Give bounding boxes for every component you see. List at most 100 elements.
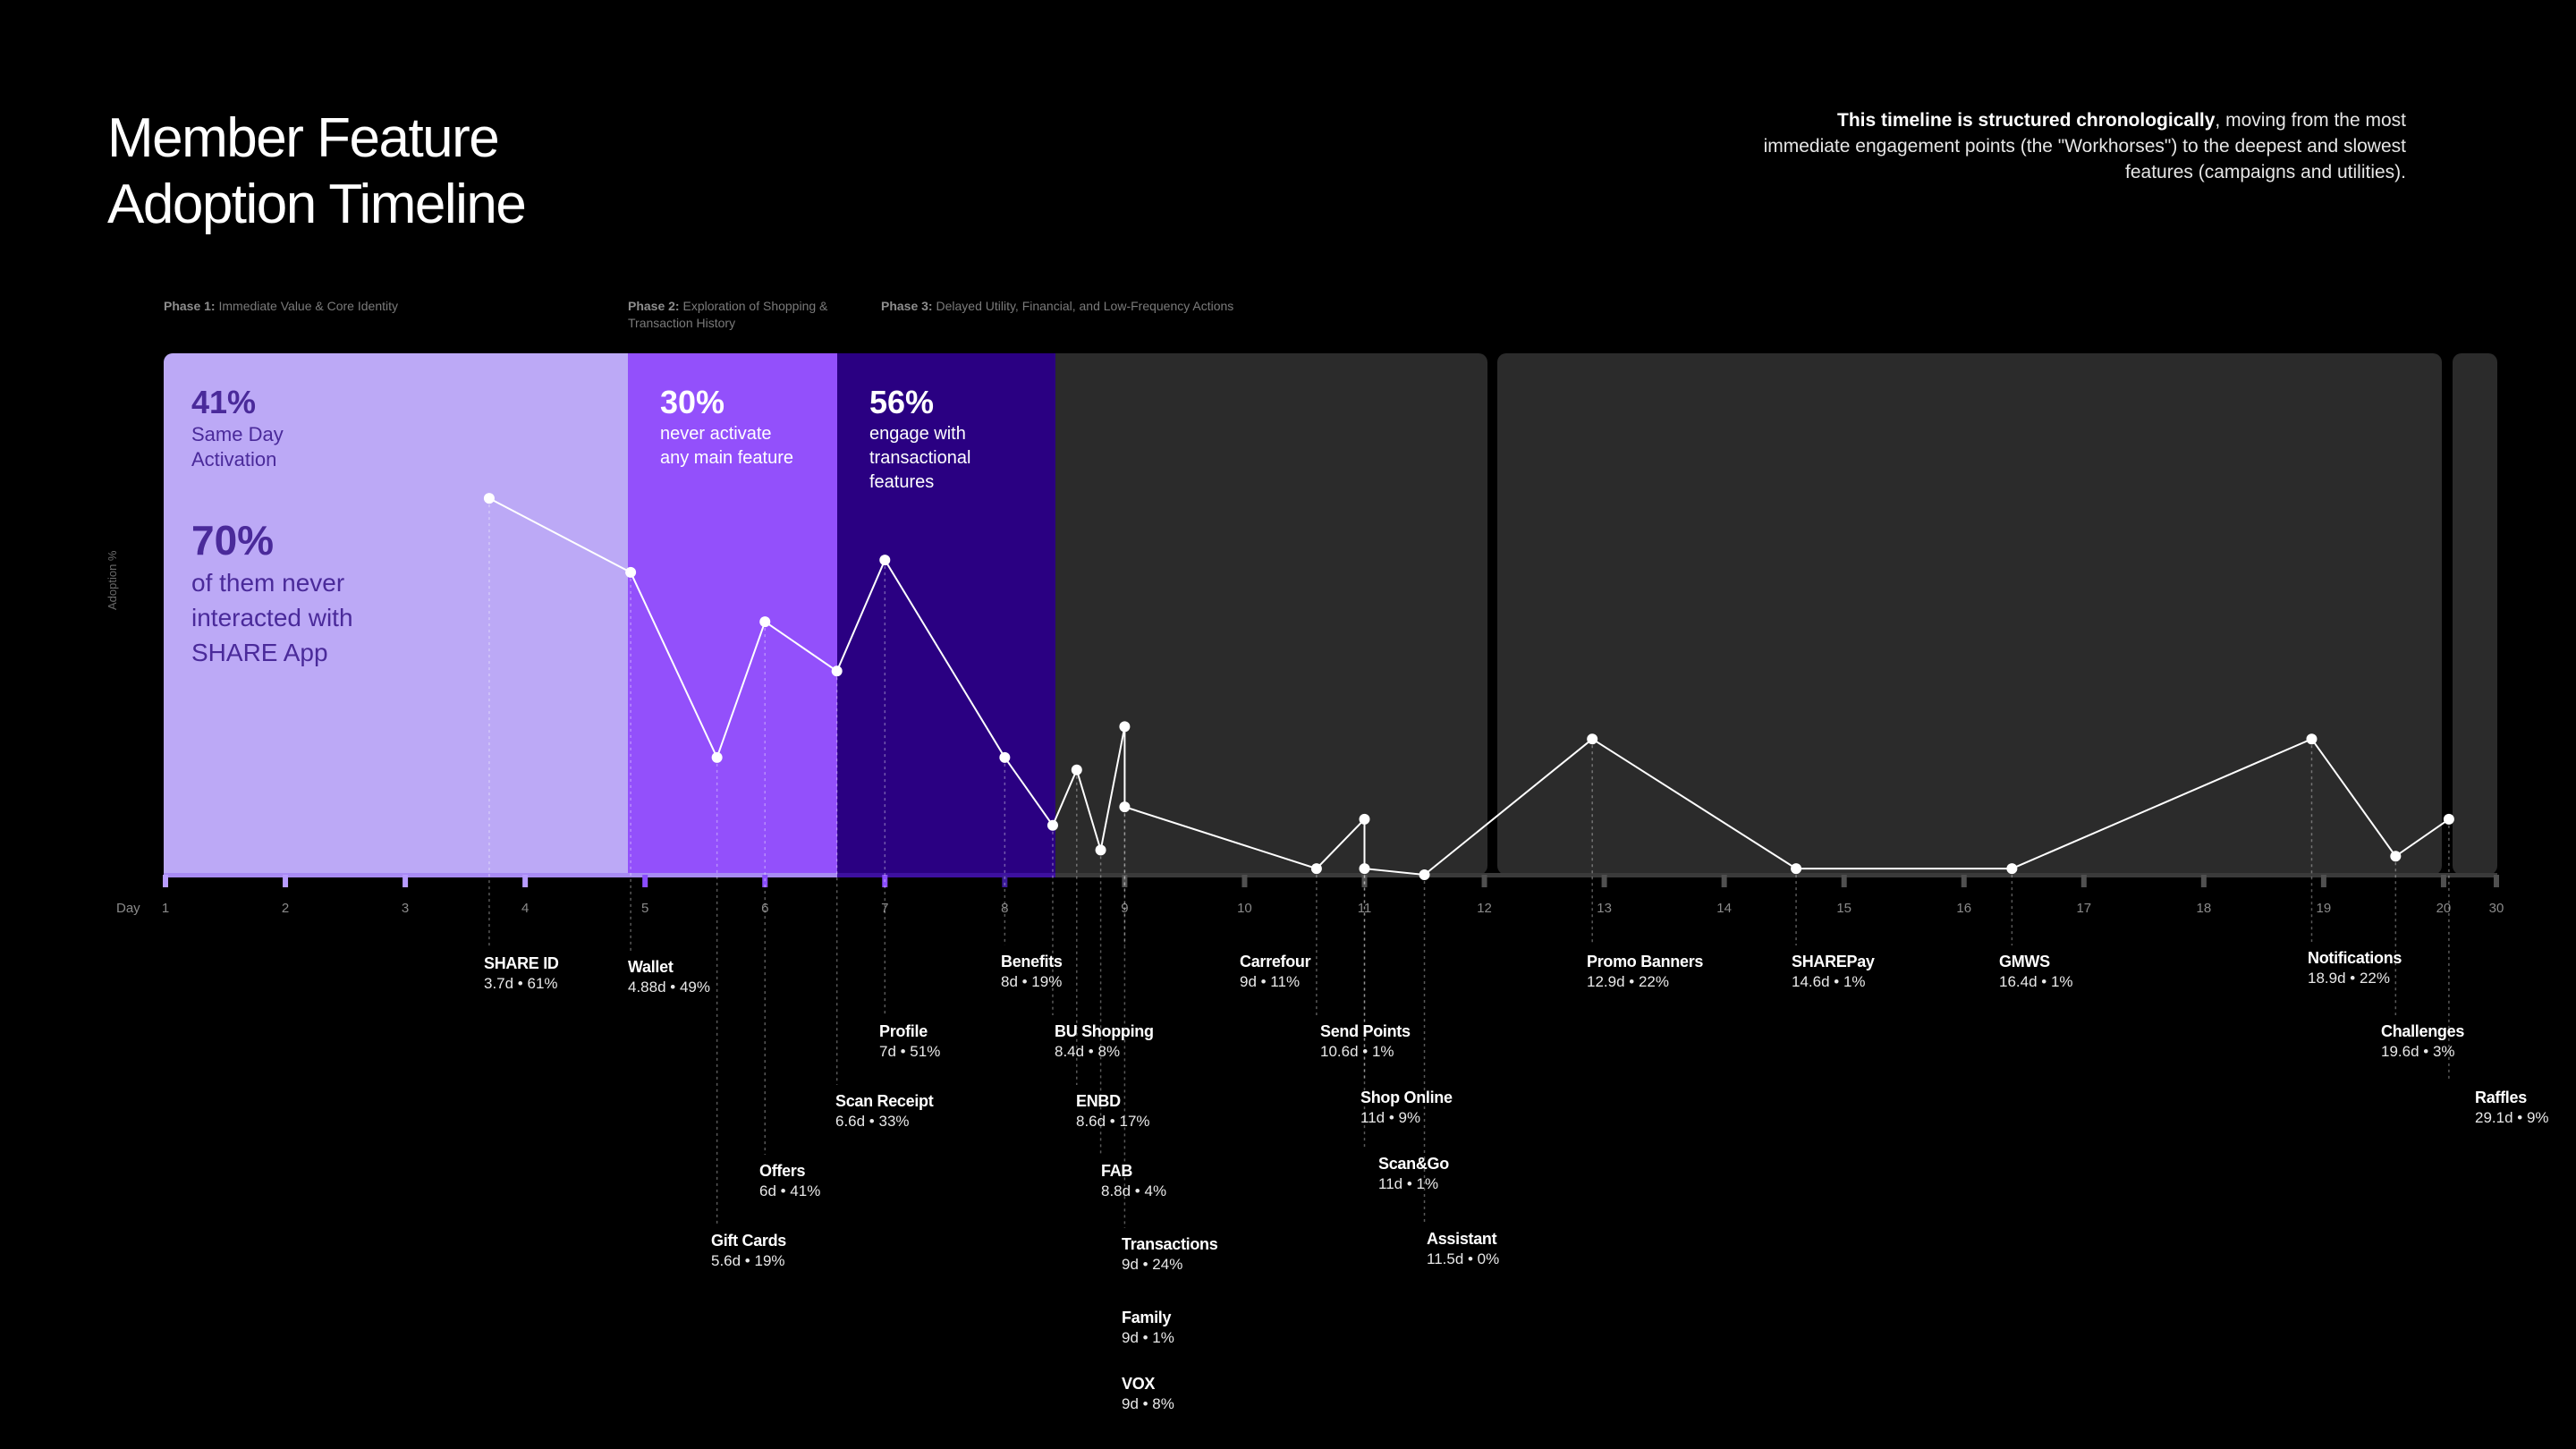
data-point-enbd bbox=[1071, 764, 1082, 775]
feature-value-shop-online: 11d • 9% bbox=[1360, 1109, 1420, 1126]
feature-name-gmws: GMWS bbox=[1999, 953, 2050, 970]
feature-name-share-id: SHARE ID bbox=[484, 954, 559, 972]
phase-2-pct: 30% bbox=[660, 384, 725, 420]
data-point-benefits bbox=[999, 751, 1011, 763]
data-point-scan-go bbox=[1359, 863, 1370, 875]
x-tick-label-2: 2 bbox=[282, 901, 289, 916]
x-tick-7 bbox=[882, 875, 888, 887]
x-tick-8 bbox=[1002, 875, 1008, 887]
phase-3-desc-text: engage with transactional features bbox=[869, 424, 971, 492]
phase-2-stat: 30% never activate any main feature bbox=[660, 383, 793, 470]
feature-value-scan-go: 11d • 1% bbox=[1378, 1175, 1438, 1192]
feature-value-vox: 9d • 8% bbox=[1122, 1395, 1174, 1412]
feature-name-profile: Profile bbox=[879, 1022, 928, 1040]
x-tick-label-13: 13 bbox=[1597, 901, 1612, 916]
x-tick-12 bbox=[1481, 875, 1487, 887]
feature-value-raffles: 29.1d • 9% bbox=[2475, 1109, 2549, 1126]
data-point-scan-receipt bbox=[831, 665, 843, 677]
feature-name-carrefour: Carrefour bbox=[1240, 953, 1311, 970]
feature-label-gift-cards: Gift Cards 5.6d • 19% bbox=[711, 1232, 787, 1269]
x-tick-15 bbox=[1841, 875, 1847, 887]
phase-1-desc: Immediate Value & Core Identity bbox=[218, 299, 398, 313]
phase-1-label: Phase 1: Immediate Value & Core Identity bbox=[164, 298, 486, 315]
data-point-bu-shopping bbox=[1046, 819, 1058, 831]
phase-2-band bbox=[628, 353, 837, 875]
feature-value-sharepay: 14.6d • 1% bbox=[1792, 973, 1866, 990]
data-point-carrefour bbox=[1119, 801, 1131, 813]
feature-name-wallet: Wallet bbox=[628, 958, 674, 976]
feature-label-challenges: Challenges 19.6d • 3% bbox=[2381, 1022, 2465, 1060]
phase-1-pct: 41% bbox=[191, 384, 257, 420]
feature-label-profile: Profile 7d • 51% bbox=[879, 1022, 940, 1060]
feature-label-sharepay: SHAREPay 14.6d • 1% bbox=[1792, 953, 1875, 990]
x-axis-label: Day bbox=[116, 901, 140, 916]
x-tick-11 bbox=[1361, 875, 1368, 887]
feature-value-bu-shopping: 8.4d • 8% bbox=[1055, 1043, 1120, 1060]
feature-label-share-id: SHARE ID 3.7d • 61% bbox=[484, 954, 559, 992]
data-point-assistant bbox=[1419, 869, 1430, 880]
feature-value-transactions: 9d • 24% bbox=[1122, 1256, 1182, 1273]
x-tick-label-14: 14 bbox=[1716, 901, 1732, 916]
x-tick-label-1: 1 bbox=[162, 901, 169, 916]
feature-name-gift-cards: Gift Cards bbox=[711, 1232, 786, 1250]
feature-value-wallet: 4.88d • 49% bbox=[628, 979, 710, 996]
feature-value-benefits: 8d • 19% bbox=[1001, 973, 1062, 990]
feature-label-wallet: Wallet 4.88d • 49% bbox=[628, 958, 710, 996]
data-point-gift-cards bbox=[711, 751, 723, 763]
phase-1-big-desc: of them never interacted with SHARE App bbox=[191, 569, 353, 666]
intro-bold: This timeline is structured chronologica… bbox=[1837, 110, 2216, 131]
feature-name-assistant: Assistant bbox=[1427, 1230, 1497, 1248]
x-tick-4 bbox=[522, 875, 529, 887]
feature-value-profile: 7d • 51% bbox=[879, 1043, 940, 1060]
x-tick-19 bbox=[2320, 875, 2326, 887]
adoption-line bbox=[488, 497, 2450, 877]
feature-value-share-id: 3.7d • 61% bbox=[484, 975, 558, 992]
data-point-transactions bbox=[1119, 721, 1131, 733]
feature-name-scan-receipt: Scan Receipt bbox=[835, 1092, 934, 1110]
phase-3-desc: Delayed Utility, Financial, and Low-Freq… bbox=[936, 299, 1234, 313]
x-tick-label-7: 7 bbox=[881, 901, 888, 916]
title-line-1: Member Feature bbox=[107, 107, 500, 169]
data-point-promo-banners bbox=[1587, 733, 1598, 745]
phase-2-desc: Exploration of Shopping & Transaction Hi… bbox=[628, 299, 828, 330]
feature-label-gmws: GMWS 16.4d • 1% bbox=[1999, 953, 2073, 990]
phase-3-band bbox=[837, 353, 1055, 875]
feature-value-challenges: 19.6d • 3% bbox=[2381, 1043, 2455, 1060]
feature-value-notifications: 18.9d • 22% bbox=[2308, 970, 2390, 987]
feature-value-family: 9d • 1% bbox=[1122, 1329, 1174, 1346]
feature-label-shop-online: Shop Online 11d • 9% bbox=[1360, 1089, 1453, 1126]
feature-name-vox: VOX bbox=[1122, 1375, 1155, 1393]
feature-value-carrefour: 9d • 11% bbox=[1240, 973, 1300, 990]
feature-label-vox: VOX 9d • 8% bbox=[1122, 1375, 1174, 1412]
phase-3-title: Phase 3: bbox=[881, 299, 933, 313]
x-tick-6 bbox=[762, 875, 768, 887]
x-tick-18 bbox=[2200, 875, 2207, 887]
data-point-gmws bbox=[2006, 863, 2018, 875]
data-point-challenges bbox=[2390, 851, 2402, 862]
feature-label-raffles: Raffles 29.1d • 9% bbox=[2475, 1089, 2549, 1126]
x-tick-label-18: 18 bbox=[2197, 901, 2212, 916]
feature-name-notifications: Notifications bbox=[2308, 949, 2402, 967]
title-line-2: Adoption Timeline bbox=[107, 174, 527, 235]
feature-value-gmws: 16.4d • 1% bbox=[1999, 973, 2073, 990]
panel-day-30 bbox=[2453, 353, 2497, 875]
phase-2-title: Phase 2: bbox=[628, 299, 680, 313]
x-tick-3 bbox=[402, 875, 409, 887]
data-point-send-points bbox=[1310, 863, 1322, 875]
feature-name-fab: FAB bbox=[1101, 1162, 1132, 1180]
data-point-offers bbox=[759, 616, 771, 628]
data-point-profile bbox=[879, 555, 891, 566]
intro-text: This timeline is structured chronologica… bbox=[1762, 107, 2406, 185]
feature-value-send-points: 10.6d • 1% bbox=[1320, 1043, 1394, 1060]
x-tick-label-15: 15 bbox=[1836, 901, 1852, 916]
y-axis-label: Adoption % bbox=[106, 550, 119, 611]
data-point-fab bbox=[1095, 844, 1106, 856]
feature-value-enbd: 8.6d • 17% bbox=[1076, 1113, 1150, 1130]
feature-label-assistant: Assistant 11.5d • 0% bbox=[1427, 1230, 1499, 1267]
feature-name-shop-online: Shop Online bbox=[1360, 1089, 1453, 1106]
feature-value-gift-cards: 5.6d • 19% bbox=[711, 1252, 785, 1269]
feature-value-assistant: 11.5d • 0% bbox=[1427, 1250, 1499, 1267]
phase-1-big-stat: 70% of them never interacted with SHARE … bbox=[191, 515, 353, 670]
x-tick-label-4: 4 bbox=[521, 901, 529, 916]
x-tick-label-30: 30 bbox=[2489, 901, 2504, 916]
